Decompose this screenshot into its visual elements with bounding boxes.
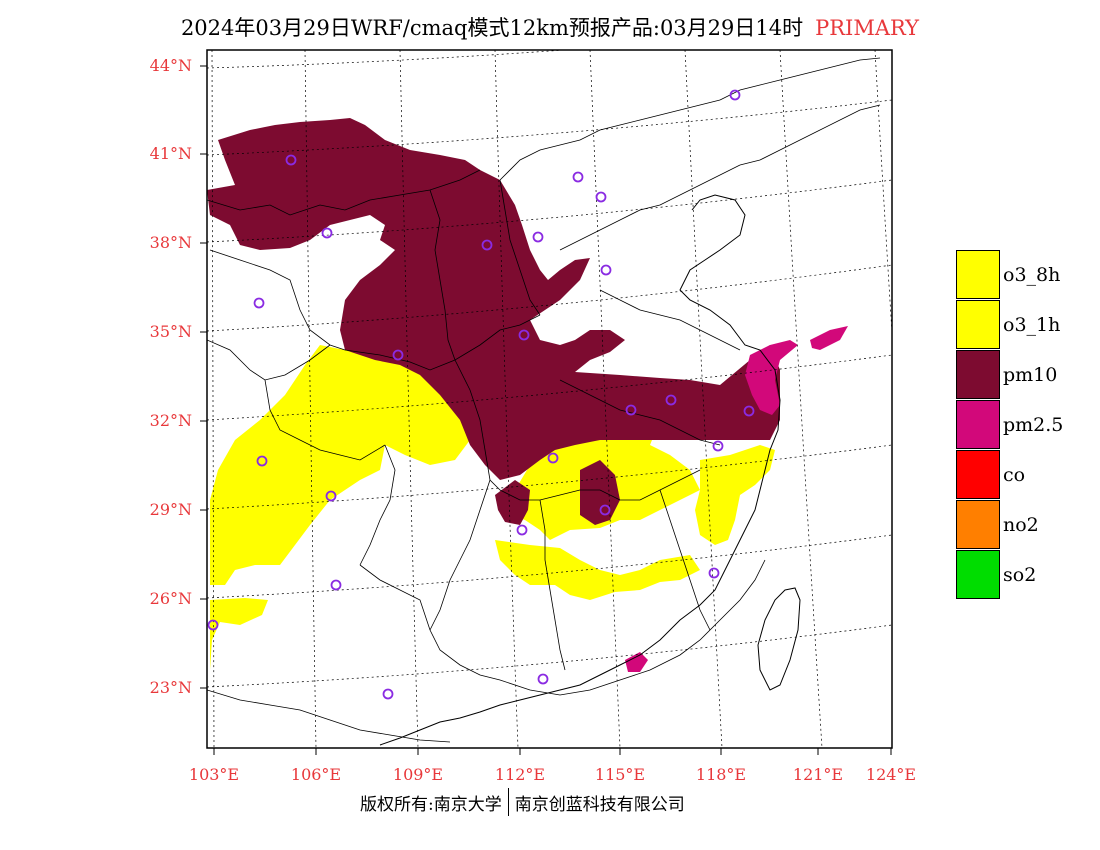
lon-label: 118°E: [695, 765, 747, 784]
station-marker: [392, 349, 404, 361]
lat-label: 29°N: [149, 500, 192, 519]
station-marker: [665, 394, 677, 406]
title-main: 2024年03月29日WRF/cmaq模式12km预报产品:03月29日14时: [180, 16, 804, 40]
legend-swatch-o3-1h: [956, 300, 1000, 349]
lat-label: 23°N: [149, 678, 192, 697]
o3-region-east: [695, 445, 775, 545]
legend-label-so2: so2: [1003, 564, 1037, 586]
pm25-region-east: [745, 340, 798, 415]
lon-label: 112°E: [494, 765, 546, 784]
legend-swatch-so2: [956, 550, 1000, 599]
legend-swatch-pm10: [956, 350, 1000, 399]
station-marker: [516, 524, 528, 536]
station-marker: [600, 264, 612, 276]
lat-label: 32°N: [149, 411, 192, 430]
lon-label: 109°E: [392, 765, 444, 784]
map-title: 2024年03月29日WRF/cmaq模式12km预报产品:03月29日14时 P…: [0, 12, 1100, 42]
legend-swatch-co: [956, 450, 1000, 499]
axis-ticks: [200, 65, 892, 755]
lon-label: 121°E: [792, 765, 844, 784]
station-marker: [572, 171, 584, 183]
pm25-region-south: [625, 652, 648, 672]
o3-region-south-central: [495, 540, 700, 600]
province-boundaries: [207, 57, 881, 743]
station-marker: [253, 297, 265, 309]
station-marker: [518, 329, 530, 341]
station-marker: [321, 227, 333, 239]
title-tag: PRIMARY: [815, 16, 920, 40]
o3-region-west: [210, 345, 470, 585]
station-marker: [481, 239, 493, 251]
station-marker: [595, 191, 607, 203]
station-marker: [382, 688, 394, 700]
lon-label: 106°E: [290, 765, 342, 784]
lat-label: 44°N: [149, 56, 192, 75]
station-marker: [325, 490, 337, 502]
station-marker: [330, 579, 342, 591]
legend-label-o3-1h: o3_1h: [1003, 314, 1061, 336]
station-marker: [532, 231, 544, 243]
pm25-region-east-2: [810, 326, 848, 350]
lat-label: 35°N: [149, 322, 192, 341]
pm10-region-south: [495, 480, 530, 525]
station-marker: [256, 455, 268, 467]
lon-label: 115°E: [594, 765, 646, 784]
copyright-footer: 版权所有:南京大学 南京创蓝科技有限公司: [360, 788, 685, 818]
legend-label-no2: no2: [1003, 514, 1039, 536]
station-marker: [729, 89, 741, 101]
lat-label: 26°N: [149, 589, 192, 608]
legend-swatch-o3-8h: [956, 250, 1000, 299]
lon-label: 103°E: [188, 765, 240, 784]
station-marker: [285, 154, 297, 166]
map-frame: [206, 49, 893, 749]
station-marker: [207, 619, 219, 631]
legend-swatch-no2: [956, 500, 1000, 549]
station-marker: [599, 504, 611, 516]
lat-label: 41°N: [149, 144, 192, 163]
legend-label-pm10: pm10: [1003, 364, 1058, 386]
copyright-company: 南京创蓝科技有限公司: [514, 795, 685, 815]
station-marker: [708, 567, 720, 579]
station-marker: [625, 404, 637, 416]
footer-divider: [507, 788, 509, 816]
legend-label-pm25: pm2.5: [1003, 414, 1064, 436]
station-marker: [537, 673, 549, 685]
station-marker: [712, 440, 724, 452]
legend-label-o3-8h: o3_8h: [1003, 264, 1061, 286]
o3-region-south-west: [210, 598, 268, 670]
graticule: [207, 50, 892, 748]
coastline: [379, 194, 781, 746]
station-marker: [743, 405, 755, 417]
pm10-region-north: [207, 118, 780, 480]
legend-swatch-pm25: [956, 400, 1000, 449]
copyright-owner: 版权所有:南京大学: [360, 795, 502, 815]
lat-label: 38°N: [149, 233, 192, 252]
legend-label-co: co: [1003, 464, 1026, 486]
station-marker: [547, 452, 559, 464]
taiwan-island: [757, 587, 801, 691]
station-markers: [207, 89, 755, 700]
lon-label: 124°E: [865, 765, 917, 784]
